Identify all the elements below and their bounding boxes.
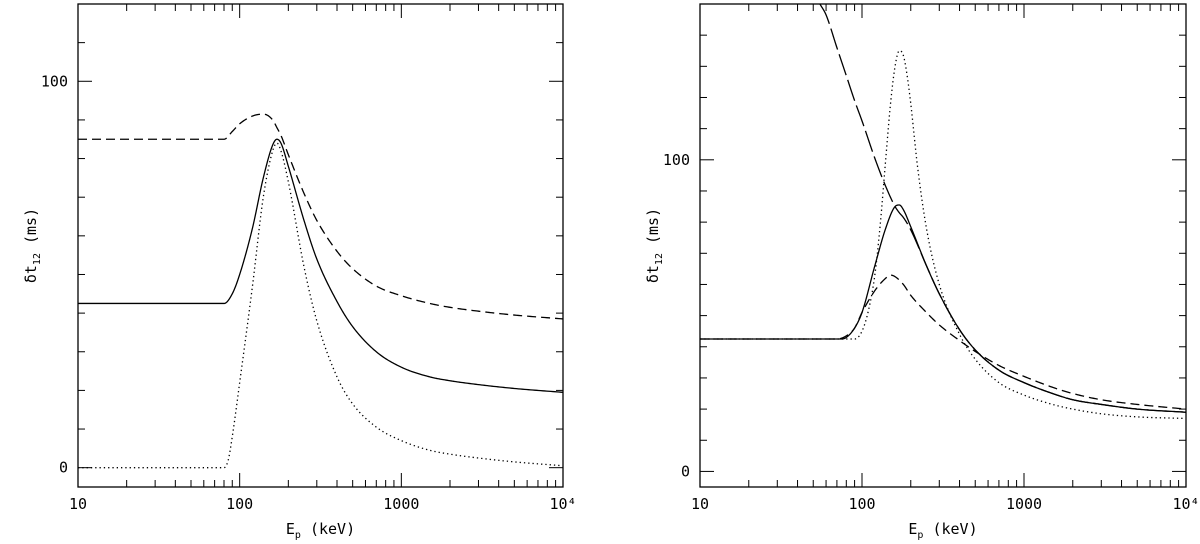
y-tick-label: 100 bbox=[663, 151, 690, 169]
series-line-solid bbox=[700, 204, 1186, 413]
x-tick-label: 1000 bbox=[1006, 495, 1042, 513]
series-line-dotted bbox=[700, 50, 1186, 420]
x-axis-label: Ep (keV) bbox=[908, 520, 977, 541]
series-line-solid bbox=[78, 138, 563, 393]
y-tick-label: 100 bbox=[41, 72, 68, 90]
left-panel: 10 100 1000 10⁴ 0 100 Ep (keV) δt12 (ms) bbox=[22, 3, 577, 541]
right-panel: 10 100 1000 10⁴ 0 100 Ep (keV) δt12 (ms) bbox=[644, 3, 1200, 541]
y-tick-label: 0 bbox=[59, 459, 68, 477]
series-line-dashed bbox=[700, 274, 1186, 410]
y-axis-label: δt12 (ms) bbox=[644, 208, 665, 283]
x-tick-label: 10 bbox=[691, 495, 709, 513]
x-tick-label: 10 bbox=[69, 495, 87, 513]
x-tick-label: 1000 bbox=[383, 495, 419, 513]
x-tick-label: 100 bbox=[226, 495, 253, 513]
plot-frame bbox=[77, 3, 564, 488]
x-tick-label: 100 bbox=[848, 495, 875, 513]
y-tick-label: 0 bbox=[681, 462, 690, 480]
x-tick-label: 10⁴ bbox=[549, 495, 576, 513]
x-axis-label: Ep (keV) bbox=[286, 520, 355, 541]
series-line-dotted bbox=[78, 142, 563, 469]
series-line-dashed bbox=[78, 113, 563, 320]
x-tick-label: 10⁴ bbox=[1172, 495, 1199, 513]
y-axis-label: δt12 (ms) bbox=[22, 208, 43, 283]
series-line-longdash bbox=[819, 4, 1186, 413]
plot-frame bbox=[699, 3, 1187, 488]
